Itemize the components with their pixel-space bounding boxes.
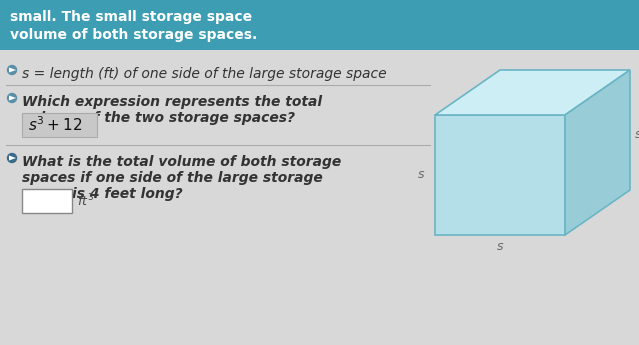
Polygon shape xyxy=(9,68,16,72)
Text: space is 4 feet long?: space is 4 feet long? xyxy=(22,187,183,201)
Bar xyxy=(22,189,72,213)
Circle shape xyxy=(8,154,17,162)
Bar xyxy=(0,0,639,50)
Polygon shape xyxy=(9,96,16,100)
Text: Which expression represents the total: Which expression represents the total xyxy=(22,95,322,109)
Text: spaces if one side of the large storage: spaces if one side of the large storage xyxy=(22,171,323,185)
Text: s: s xyxy=(635,128,639,141)
Bar xyxy=(22,113,97,137)
Text: small. The small storage space: small. The small storage space xyxy=(10,10,252,24)
Circle shape xyxy=(8,66,17,75)
Text: $s^3 + 12$: $s^3 + 12$ xyxy=(28,116,82,134)
Circle shape xyxy=(8,93,17,102)
Text: s = length (ft) of one side of the large storage space: s = length (ft) of one side of the large… xyxy=(22,67,387,81)
Polygon shape xyxy=(565,70,630,235)
Text: volume of the two storage spaces?: volume of the two storage spaces? xyxy=(22,111,295,125)
Text: What is the total volume of both storage: What is the total volume of both storage xyxy=(22,155,341,169)
Polygon shape xyxy=(435,115,565,235)
Text: s: s xyxy=(497,240,504,254)
Text: volume of both storage spaces.: volume of both storage spaces. xyxy=(10,28,258,42)
Text: s: s xyxy=(418,168,424,181)
Bar xyxy=(0,50,639,345)
Polygon shape xyxy=(435,70,630,115)
Polygon shape xyxy=(9,156,16,160)
Text: $ft^3$: $ft^3$ xyxy=(77,193,94,209)
